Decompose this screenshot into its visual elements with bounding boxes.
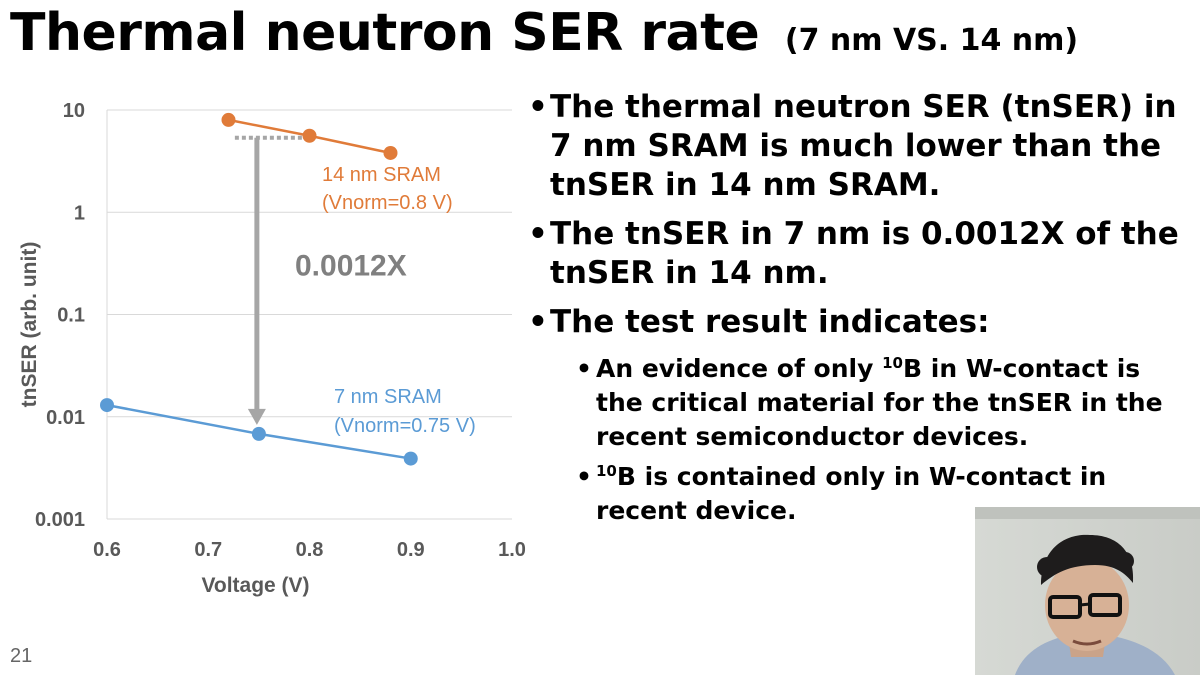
sub-bullet-1: An evidence of only 10B in W-contact is … — [576, 352, 1188, 454]
y-axis-label: tnSER (arb. unit) — [18, 242, 41, 408]
y-tick-0.1: 0.1 — [57, 305, 85, 327]
x-axis-label: Voltage (V) — [201, 574, 309, 597]
series-0-point-1 — [302, 128, 317, 143]
sub-bullet-2-text: B is contained only in W-contact in rece… — [596, 462, 1107, 525]
series-1-point-1 — [251, 426, 266, 441]
title-suffix: (7 nm VS. 14 nm) — [784, 23, 1079, 58]
slide-title: Thermal neutron SER rate (7 nm VS. 14 nm… — [10, 2, 1078, 72]
y-tick-0.001: 0.001 — [35, 509, 85, 531]
y-tick-10: 10 — [63, 100, 85, 122]
presenter-webcam — [975, 507, 1200, 675]
tnser-chart: 10 1 0.1 0.01 0.001 0.6 0.7 0.8 0.9 1.0 tnSER (a… — [18, 100, 526, 597]
y-tick-1: 1 — [74, 202, 85, 224]
sub-bullet-1-prefix: An evidence of only — [596, 354, 883, 383]
bullet-2: The tnSER in 7 nm is 0.0012X of the tnSE… — [528, 215, 1188, 293]
series-14nm-annotation-line2: (Vnorm=0.8 V) — [322, 192, 453, 214]
series-14nm-annotation-line1: 14 nm SRAM — [322, 164, 441, 186]
y-tick-labels: 10 1 0.1 0.01 0.001 — [35, 100, 85, 531]
series-0-point-0 — [221, 112, 236, 127]
x-tick-0.7: 0.7 — [194, 539, 222, 561]
bullet-3: The test result indicates: — [528, 303, 1188, 342]
sub-bullet-2-sup: 10 — [596, 462, 617, 480]
x-tick-0.8: 0.8 — [296, 539, 324, 561]
series-7nm-annotation-line2: (Vnorm=0.75 V) — [334, 415, 476, 437]
x-tick-1.0: 1.0 — [498, 539, 526, 561]
chart-series — [100, 112, 418, 466]
ratio-annotation: 0.0012X — [234, 135, 407, 425]
presenter-video-image — [975, 507, 1200, 675]
chart-grid — [107, 109, 512, 520]
series-1-point-0 — [100, 398, 114, 413]
series-1-point-2 — [403, 451, 418, 466]
ratio-arrow-head — [247, 408, 266, 425]
title-main: Thermal neutron SER rate — [10, 3, 760, 63]
x-tick-0.9: 0.9 — [397, 539, 425, 561]
sub-bullet-2: 10B is contained only in W-contact in re… — [576, 460, 1188, 528]
series-7nm-annotation-line1: 7 nm SRAM — [334, 386, 442, 408]
page-number: 21 — [10, 645, 33, 667]
sub-bullet-1-sup: 10 — [882, 354, 903, 372]
bullet-1: The thermal neutron SER (tnSER) in 7 nm … — [528, 88, 1188, 205]
series-0-point-2 — [383, 145, 398, 160]
x-tick-labels: 0.6 0.7 0.8 0.9 1.0 — [93, 539, 526, 561]
x-tick-0.6: 0.6 — [93, 539, 121, 561]
bullet-list: The thermal neutron SER (tnSER) in 7 nm … — [528, 88, 1188, 534]
ratio-label: 0.0012X — [295, 250, 407, 283]
y-tick-0.01: 0.01 — [46, 407, 85, 429]
series-annotations: 14 nm SRAM (Vnorm=0.8 V) 7 nm SRAM (Vnor… — [322, 164, 476, 437]
sub-bullet-1-text: B in W-contact is the critical material … — [596, 354, 1163, 451]
